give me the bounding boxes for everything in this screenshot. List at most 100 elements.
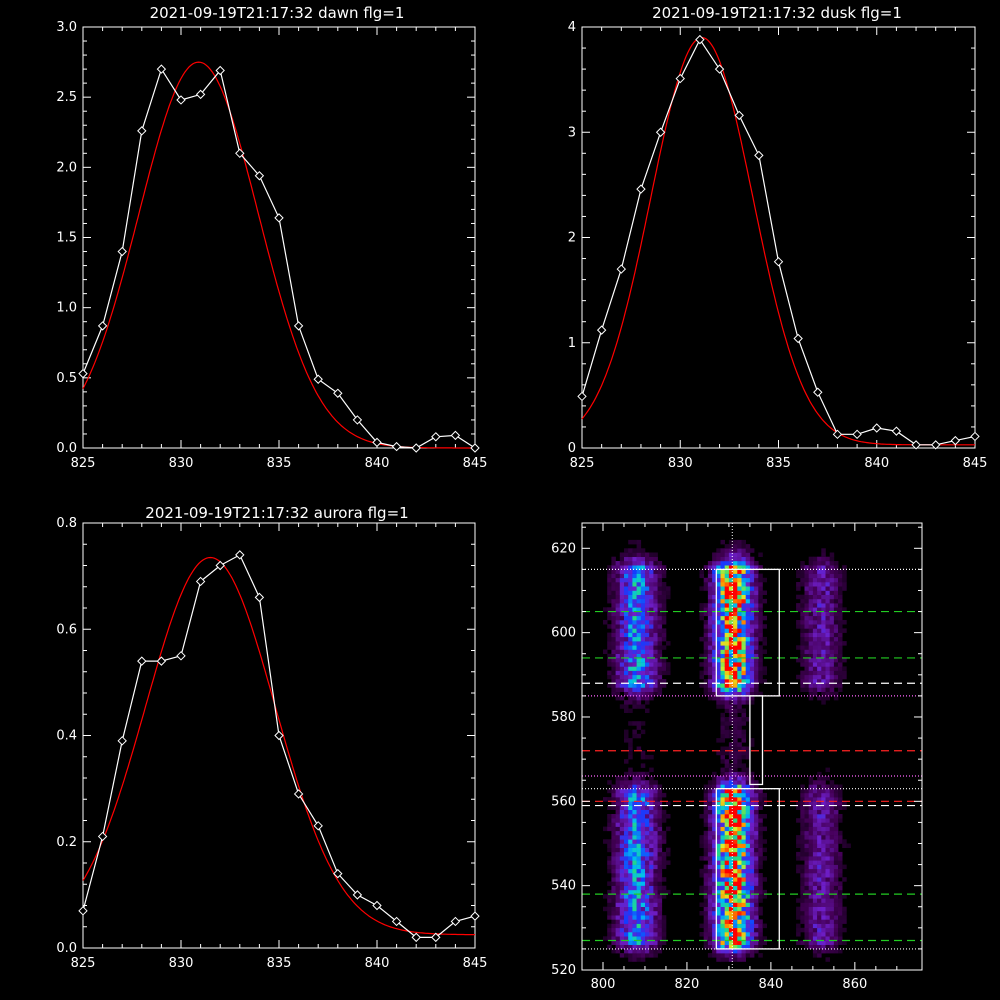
heatmap-cell [817, 948, 822, 954]
heatmap-cell [636, 919, 642, 924]
heatmap-cell [632, 552, 637, 557]
heatmap-cell [640, 645, 646, 650]
heatmap-cell [720, 645, 725, 650]
heatmap-cell [624, 603, 629, 608]
heatmap-cell [619, 847, 625, 853]
heatmap-cell [636, 598, 642, 604]
heatmap-cell [632, 940, 637, 945]
heatmap-cell [628, 809, 633, 815]
heatmap-cell [800, 687, 805, 692]
heatmap-cell [808, 641, 814, 646]
heatmap-cell [733, 944, 738, 950]
heatmap-cell [720, 788, 725, 794]
heatmap-cell [796, 927, 801, 933]
heatmap-cell [632, 628, 637, 633]
heatmap-cell [838, 586, 843, 591]
heatmap-cell [737, 898, 742, 903]
heatmap-cell [728, 653, 734, 659]
heatmap-cell [749, 670, 755, 676]
heatmap-cell [812, 645, 818, 650]
heatmap-cell [758, 662, 763, 667]
heatmap-cell [712, 607, 717, 612]
heatmap-cell [758, 577, 763, 583]
heatmap-cell [838, 911, 843, 916]
heatmap-cell [737, 788, 742, 794]
heatmap-cell [804, 932, 809, 937]
heatmap-cell [636, 556, 642, 562]
heatmap-cell [699, 911, 704, 916]
heatmap-cell [749, 839, 755, 844]
heatmap-cell [607, 839, 612, 844]
heatmap-cell [762, 792, 767, 798]
heatmap-cell [712, 653, 717, 659]
data-point [675, 73, 685, 84]
heatmap-cell [636, 679, 642, 684]
heatmap-cell [657, 881, 663, 886]
heatmap-cell [640, 843, 646, 848]
heatmap-cell [716, 894, 721, 899]
heatmap-cell [728, 763, 734, 768]
heatmap-cell [728, 641, 734, 646]
heatmap-cell [745, 598, 751, 604]
heatmap-cell [636, 607, 642, 612]
heatmap-cell [833, 628, 839, 633]
heatmap-cell [628, 860, 633, 865]
data-point [714, 64, 725, 74]
heatmap-cell [716, 586, 721, 591]
heatmap-cell [825, 948, 830, 954]
heatmap-cell [737, 695, 742, 701]
heatmap-cell [724, 948, 730, 954]
heatmap-cells [603, 539, 851, 962]
heatmap-cell [720, 902, 725, 907]
heatmap-cell [724, 839, 730, 844]
heatmap-cell [728, 801, 734, 806]
heatmap-cell [607, 856, 612, 861]
heatmap-cell [733, 919, 738, 924]
heatmap-cell [817, 805, 822, 810]
heatmap-cell [707, 620, 713, 625]
heatmap-cell [800, 864, 805, 870]
heatmap-cell [749, 792, 755, 798]
heatmap-cell [712, 864, 717, 870]
heatmap-cell [833, 944, 839, 950]
heatmap-cell [733, 611, 738, 617]
heatmap-cell [825, 881, 830, 886]
heatmap-cell [619, 636, 625, 642]
heatmap-cell [821, 573, 826, 579]
heatmap-cell [733, 835, 738, 840]
heatmap-cell [703, 940, 709, 945]
y-tick-label: 4 [568, 20, 576, 35]
heatmap-cell [833, 940, 839, 945]
heatmap-cell [737, 603, 742, 608]
heatmap-cell [628, 805, 633, 810]
heatmap-cell [724, 835, 730, 840]
heatmap-cell [833, 927, 839, 933]
heatmap-cell [636, 611, 642, 617]
heatmap-cell [619, 873, 625, 878]
heatmap-cell [649, 594, 654, 600]
heatmap-cell [657, 565, 663, 570]
heatmap-cell [821, 898, 826, 903]
heatmap-cell [812, 822, 818, 827]
heatmap-cell [825, 864, 830, 870]
heatmap-cell [636, 700, 642, 705]
heatmap-cell [661, 856, 667, 861]
data-point [391, 916, 402, 927]
heatmap-cell [737, 835, 742, 840]
heatmap-cell [653, 611, 658, 617]
heatmap-cell [825, 641, 830, 646]
data-point [333, 388, 343, 398]
heatmap-cell [657, 860, 663, 865]
data-point [616, 264, 627, 274]
heatmap-cell [649, 864, 654, 870]
heatmap-cell [720, 881, 725, 886]
heatmap-cell [712, 611, 717, 617]
heatmap-cell [720, 746, 725, 751]
heatmap-cell [737, 598, 742, 604]
heatmap-cell [833, 830, 839, 836]
heatmap-cell [624, 674, 629, 680]
heatmap-cell [640, 704, 646, 709]
y-tick-label: 2.0 [56, 160, 77, 175]
heatmap-cell [703, 885, 709, 891]
x-tick-label: 840 [758, 977, 783, 992]
